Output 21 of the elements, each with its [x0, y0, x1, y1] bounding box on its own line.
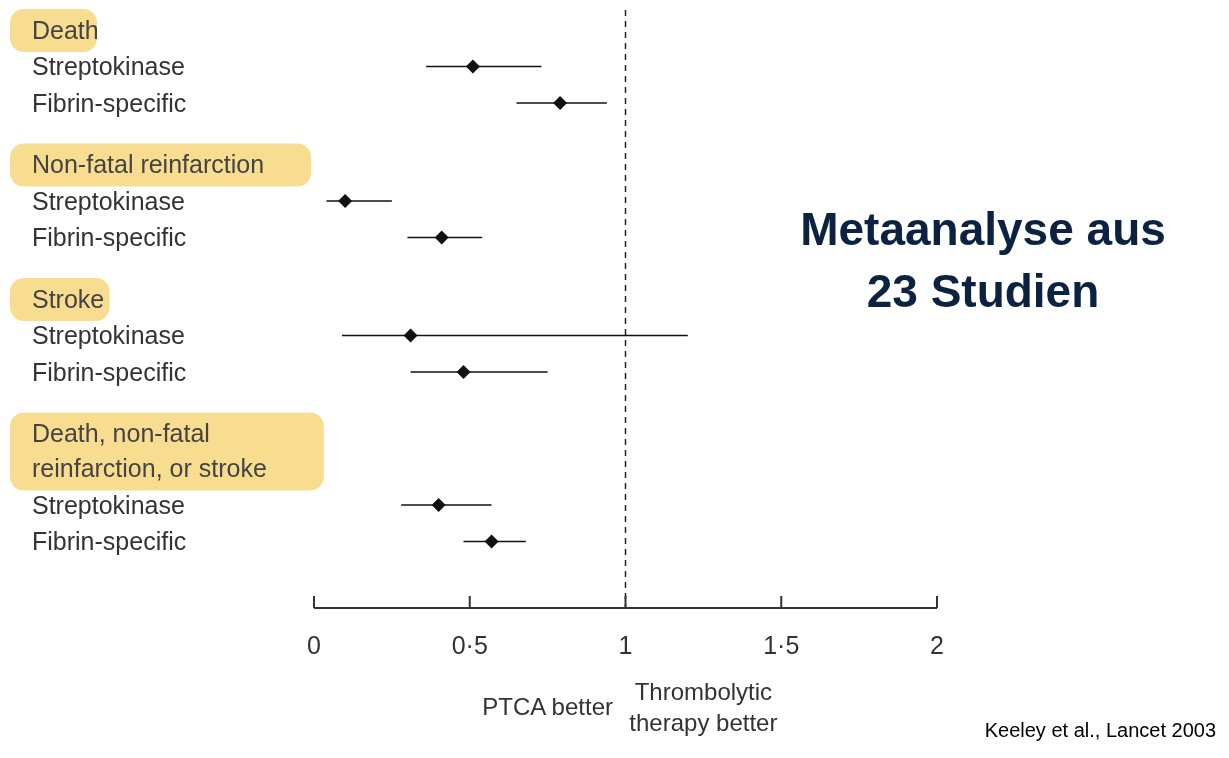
x-tick-label: 2 — [930, 630, 944, 659]
text: Keeley et al., Lancet 2003 — [984, 719, 1216, 741]
y-tick-label: Stroke — [32, 284, 105, 313]
y-tick-label: Streptokinase — [32, 52, 185, 81]
y-tick-label: Fibrin-specific — [32, 527, 187, 556]
x-tick-label: 1·5 — [763, 630, 800, 659]
y-tick-label: Fibrin-specific — [32, 223, 187, 252]
x-tick-label: 0 — [307, 630, 321, 659]
text: Thrombolytic therapy better — [629, 678, 778, 736]
text: Metaanalyse aus 23 Studien — [800, 203, 1166, 317]
y-tick-label: Streptokinase — [32, 321, 185, 350]
y-tick-label: Fibrin-specific — [32, 357, 187, 386]
y-tick-label: Streptokinase — [32, 490, 185, 519]
x-tick-label: 0·5 — [451, 630, 488, 659]
y-tick-label: Fibrin-specific — [32, 88, 187, 117]
y-tick-label: Streptokinase — [32, 186, 185, 215]
y-tick-label: Death, non-fatal reinfarction, or stroke — [32, 419, 267, 483]
x-tick-label: 1 — [618, 630, 633, 659]
y-tick-label: Death — [32, 15, 99, 44]
y-tick-label: Non-fatal reinfarction — [32, 150, 265, 179]
text: PTCA better — [482, 693, 613, 720]
